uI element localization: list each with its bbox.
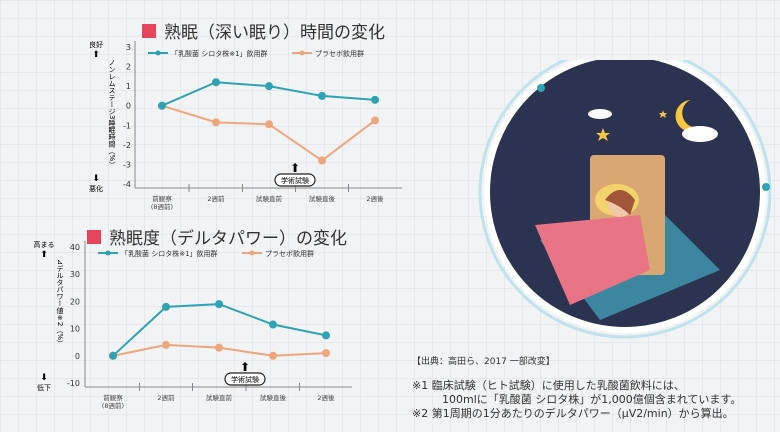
data-point xyxy=(158,101,166,110)
data-point xyxy=(265,82,273,91)
title-marker-icon xyxy=(142,23,156,38)
y-tick-label: 1 xyxy=(126,82,131,91)
x-tick-label-sub: (8週前) xyxy=(151,202,173,211)
legend-label: プラセボ飲用群 xyxy=(265,249,314,258)
y-tick-label: -1 xyxy=(123,121,131,130)
data-point xyxy=(162,302,170,311)
x-tick-label: 前観察 xyxy=(103,393,123,402)
annotation-box xyxy=(274,173,316,187)
x-tick-label: 2週後 xyxy=(317,393,335,402)
chart1-title-text: 熟眠（深い眠り）時間の変化 xyxy=(164,23,385,43)
data-point xyxy=(162,340,170,349)
data-point xyxy=(318,156,326,165)
x-tick-label: 2週前 xyxy=(157,393,175,402)
legend-label: プラセボ飲用群 xyxy=(315,49,364,58)
y-tick-label: 0 xyxy=(75,352,80,361)
y-tick-label: 40 xyxy=(70,243,80,252)
up-arrow-icon: ⬆ xyxy=(40,250,48,260)
y-tick-label: 2 xyxy=(126,63,131,72)
legend-marker xyxy=(299,50,305,56)
data-point xyxy=(265,120,273,129)
y-axis-label: ⊿デルタパワー値※2（%） xyxy=(56,259,64,347)
data-point xyxy=(371,95,379,104)
annotation-label: 学術試験 xyxy=(231,375,259,384)
y-tick-label: 20 xyxy=(70,297,80,306)
x-tick-label: 試験直後 xyxy=(260,393,287,402)
series-line xyxy=(161,104,376,162)
x-tick-label-sub: (8週前) xyxy=(102,401,124,410)
data-point xyxy=(212,118,220,127)
x-tick-label: 試験直前 xyxy=(206,393,233,402)
y-tick-label: -4 xyxy=(123,180,131,189)
legend-marker xyxy=(155,50,161,56)
data-point xyxy=(318,91,326,100)
data-point xyxy=(109,351,117,360)
legend-marker xyxy=(105,250,111,256)
data-point xyxy=(322,331,330,340)
chart1-title: 熟眠（深い眠り）時間の変化 xyxy=(142,18,385,43)
source-note: 【出典：高田ら、2017 一部改変】 xyxy=(412,357,555,367)
annotation-label: 学術試験 xyxy=(281,176,309,185)
legend-label: 「乳酸菌 シロタ株※1」飲用群 xyxy=(121,249,218,258)
y-bottom-label: 低下 xyxy=(37,383,51,392)
note-1-cont: 100mlに「乳酸菌 シロタ株」が1,000億個含まれています。 xyxy=(442,393,742,406)
data-point xyxy=(269,351,277,360)
data-point xyxy=(215,300,223,309)
annotation-box xyxy=(224,372,266,386)
x-tick-label: 試験直前 xyxy=(256,194,283,203)
y-top-label: 良好 xyxy=(89,40,103,49)
x-tick-label: 2週後 xyxy=(366,194,384,203)
note-2: ※2 第1周期の1分あたりのデルタパワー（μV2/min）から算出。 xyxy=(412,407,734,420)
y-top-label: 高まる xyxy=(34,240,55,249)
note-1: ※1 臨床試験（ヒト試験）に使用した乳酸菌飲料には、 xyxy=(412,379,685,392)
data-point xyxy=(269,320,277,329)
y-tick-label: 3 xyxy=(126,43,131,52)
legend-label: 「乳酸菌 シロタ株※1」飲用群 xyxy=(171,49,268,58)
x-tick-label: 試験直後 xyxy=(309,194,336,203)
y-bottom-label: 悪化 xyxy=(89,184,103,193)
annotation-arrow-icon: ⬆ xyxy=(290,161,300,175)
up-arrow-icon: ⬆ xyxy=(92,50,100,60)
annotation-arrow-icon: ⬆ xyxy=(240,360,250,374)
down-arrow-icon: ⬇ xyxy=(40,373,48,383)
legend-marker xyxy=(249,250,255,256)
chart2-title-text: 熟眠度（デルタパワー）の変化 xyxy=(109,229,347,249)
y-axis-label: ノンレムステージ3睡眠時間（%） xyxy=(108,59,116,168)
y-tick-label: 10 xyxy=(70,325,80,334)
footnotes: 【出典：高田ら、2017 一部改変】 ※1 臨床試験（ヒト試験）に使用した乳酸菌… xyxy=(412,355,741,421)
y-tick-label: -2 xyxy=(123,141,131,150)
title-marker-icon xyxy=(87,229,101,244)
data-point xyxy=(371,116,379,125)
data-point xyxy=(215,343,223,352)
data-point xyxy=(322,349,330,358)
y-tick-label: 30 xyxy=(70,270,80,279)
x-tick-label: 2週前 xyxy=(207,194,225,203)
data-point xyxy=(212,78,220,87)
y-tick-label: 0 xyxy=(126,102,131,111)
down-arrow-icon: ⬇ xyxy=(92,174,100,184)
y-tick-label: -3 xyxy=(123,160,131,169)
sleeping-illustration xyxy=(478,60,772,339)
x-tick-label: 前観察 xyxy=(152,194,172,203)
y-tick-label: -10 xyxy=(67,379,80,388)
chart2-title: 熟眠度（デルタパワー）の変化 xyxy=(87,224,347,249)
